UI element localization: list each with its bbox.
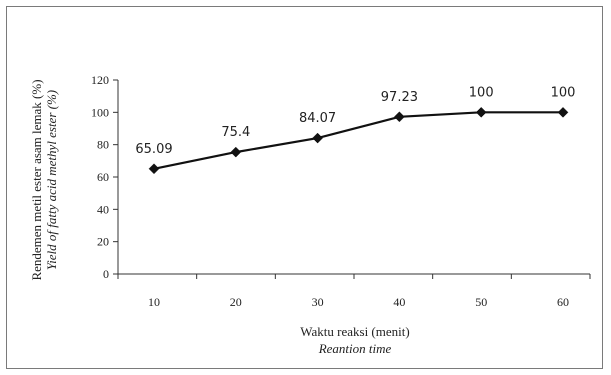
data-labels: 65.09 75.4 84.07 97.23 100 100 <box>135 85 575 156</box>
x-axis-title-italic: Reantion time <box>318 341 392 356</box>
x-ticks: 10 20 30 40 50 60 <box>117 274 591 309</box>
y-tick-label: 80 <box>97 138 109 152</box>
x-tick-label: 40 <box>393 295 405 309</box>
x-tick-label: 20 <box>230 295 242 309</box>
data-point-marker <box>394 111 405 123</box>
y-ticks: 0 20 40 60 80 100 120 <box>91 73 118 281</box>
x-tick-label: 60 <box>557 295 569 309</box>
data-label: 65.09 <box>135 142 172 157</box>
y-tick-label: 120 <box>91 73 109 87</box>
data-point-marker <box>475 106 487 118</box>
chart-frame <box>6 6 603 369</box>
y-axis-title: Rendemen metil ester asam lemak (%) <box>29 79 44 280</box>
axes <box>117 80 590 275</box>
data-point-marker <box>312 132 323 144</box>
y-tick-label: 60 <box>97 170 109 184</box>
data-label: 84.07 <box>299 111 336 126</box>
data-label: 100 <box>551 85 576 100</box>
x-tick-label: 50 <box>475 295 487 309</box>
markers <box>148 106 569 175</box>
series-line <box>153 111 563 170</box>
data-label: 75.4 <box>221 125 250 140</box>
data-point-marker <box>557 106 569 118</box>
y-tick-label: 0 <box>103 267 109 281</box>
y-tick-label: 40 <box>97 202 109 216</box>
y-axis-title-italic: Yield of fatty acid methyl ester (%) <box>44 90 59 270</box>
data-point-marker <box>148 163 160 175</box>
y-tick-label: 100 <box>91 105 109 119</box>
data-point-marker <box>230 146 242 158</box>
y-tick-label: 20 <box>97 235 109 249</box>
x-tick-label: 30 <box>312 295 324 309</box>
x-tick-label: 10 <box>148 295 160 309</box>
x-axis-title: Waktu reaksi (menit) <box>300 324 409 339</box>
data-label: 97.23 <box>381 90 418 105</box>
data-label: 100 <box>469 85 494 100</box>
